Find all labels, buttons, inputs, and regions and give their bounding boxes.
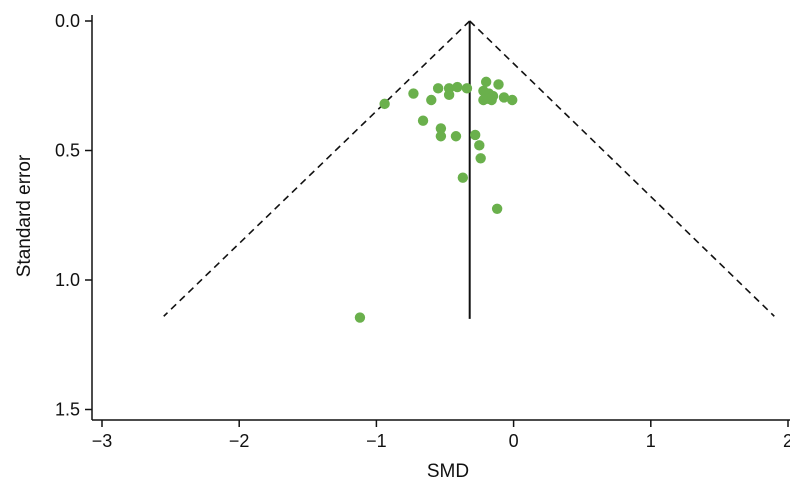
x-axis: −3 −2 −1 0 1 2 [92,419,790,451]
x-axis-title: SMD [427,461,469,482]
data-point [469,129,481,141]
y-ticks: 0.0 0.5 1.0 1.5 [55,11,92,420]
x-tick-label: −2 [229,431,250,451]
x-tick-label: −1 [366,431,387,451]
data-point [379,98,390,110]
data-point [426,94,437,106]
data-point [493,79,504,90]
x-tick-label: 2 [783,431,790,451]
data-point [435,123,447,134]
data-point [475,153,486,164]
y-axis-title: Standard error [14,154,35,277]
funnel-right-line [469,20,775,317]
data-point [507,94,518,106]
y-tick-label: 0.0 [55,11,80,31]
x-tick-label: −3 [92,431,113,451]
x-ticks: −3 −2 −1 0 1 2 [92,420,790,451]
y-axis: 0.0 0.5 1.0 1.5 [55,11,93,420]
data-point [498,92,510,103]
data-point [435,131,447,142]
data-point [450,131,462,142]
data-point [354,312,366,323]
data-point [432,83,444,94]
data-point [491,203,503,214]
data-point [443,89,455,101]
x-tick-label: 1 [646,431,656,451]
data-point [461,83,473,94]
y-tick-label: 1.0 [55,270,80,290]
data-point [478,94,489,106]
data-point [452,81,463,93]
funnel-lines [163,20,775,317]
data-point [480,76,492,88]
y-tick-label: 1.5 [55,400,80,420]
funnel-left-line [163,20,471,317]
data-point [408,88,419,99]
y-tick-label: 0.5 [55,141,80,161]
data-point [417,115,429,126]
x-tick-label: 0 [509,431,519,451]
data-point [486,94,497,106]
data-points [354,76,518,323]
data-point [457,172,469,183]
data-point [474,140,485,151]
